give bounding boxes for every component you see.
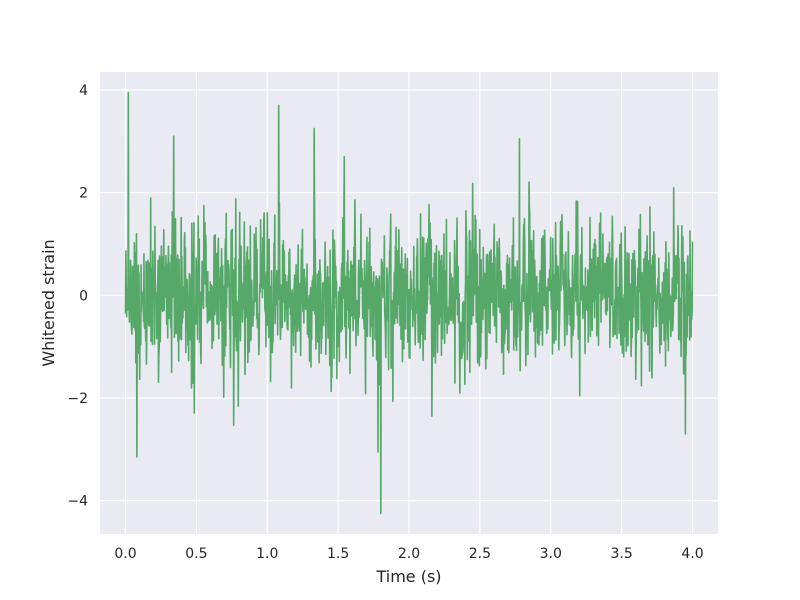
x-tick-label: 0.5 xyxy=(185,546,207,562)
x-tick-labels: 0.0 0.5 1.0 1.5 2.0 2.5 3.0 3.5 4.0 xyxy=(114,546,703,562)
x-tick-label: 1.5 xyxy=(327,546,349,562)
y-tick-label: −4 xyxy=(67,494,88,510)
x-axis-label: Time (s) xyxy=(375,567,441,586)
x-tick-label: 4.0 xyxy=(681,546,703,562)
y-tick-label: 0 xyxy=(79,288,88,304)
x-tick-label: 2.0 xyxy=(398,546,420,562)
y-tick-label: 2 xyxy=(79,186,88,202)
x-tick-label: 3.0 xyxy=(540,546,562,562)
y-axis-label: Whitened strain xyxy=(39,239,58,366)
strain-series-line xyxy=(124,91,694,515)
x-tick-label: 0.0 xyxy=(114,546,136,562)
y-tick-labels: −4 −2 0 2 4 xyxy=(67,83,88,510)
x-tick-label: 2.5 xyxy=(469,546,491,562)
x-tick-label: 1.0 xyxy=(256,546,278,562)
y-tick-label: −2 xyxy=(67,391,88,407)
series-layer xyxy=(124,91,694,515)
y-tick-label: 4 xyxy=(79,83,88,99)
x-tick-label: 3.5 xyxy=(610,546,632,562)
